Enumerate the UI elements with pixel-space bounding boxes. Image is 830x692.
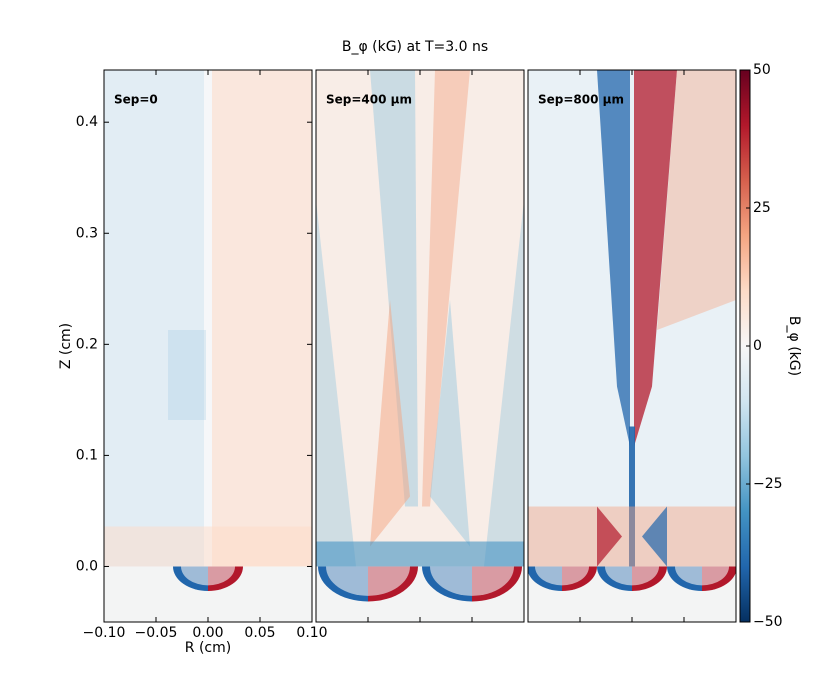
panel (104, 70, 312, 622)
panel-title: Sep=400 μm (326, 93, 412, 107)
target-bump-inner (535, 566, 589, 586)
colorbar-label: B_φ (kG) (786, 316, 802, 376)
colorbar-tick-label: −25 (753, 476, 783, 492)
colorbar-tick-label: 0 (753, 338, 762, 354)
panel (316, 70, 524, 622)
panel (528, 70, 736, 622)
chart-title: B_φ (kG) at T=3.0 ns (342, 39, 488, 55)
field-region (528, 506, 736, 567)
x-axis-label: R (cm) (185, 640, 231, 656)
field-region (657, 70, 736, 330)
panel-title: Sep=800 μm (538, 93, 624, 107)
x-tick-label: 0.10 (296, 625, 327, 641)
field-region (422, 70, 470, 507)
field-region (316, 70, 524, 567)
field-region (597, 70, 630, 447)
field-region (484, 200, 524, 567)
y-tick-label: 0.2 (76, 336, 98, 352)
field-region (104, 526, 312, 567)
field-region (430, 300, 470, 547)
field-region (212, 70, 312, 567)
colorbar-tick-label: 25 (753, 200, 771, 216)
colorbar-tick-label: −50 (753, 614, 783, 630)
y-tick-label: 0.3 (76, 225, 98, 241)
field-region (642, 506, 667, 567)
field-region (528, 70, 736, 567)
target-bump-inner (430, 566, 514, 596)
target-bump-inner (675, 566, 729, 586)
y-tick-label: 0.0 (76, 558, 98, 574)
field-region (370, 300, 410, 547)
target-bump-inner (326, 566, 410, 596)
field-region (168, 330, 206, 420)
x-tick-label: 0.05 (244, 625, 275, 641)
field-region (370, 70, 418, 507)
colorbar-tick-label: 50 (753, 62, 771, 78)
field-region (597, 506, 622, 567)
x-tick-label: −0.10 (83, 625, 126, 641)
x-tick-label: −0.05 (135, 625, 178, 641)
y-tick-label: 0.4 (76, 114, 98, 130)
target-bump-inner (605, 566, 659, 586)
target-bump-inner (181, 566, 235, 586)
field-region (104, 70, 204, 567)
y-axis-label: Z (cm) (58, 323, 74, 369)
field-region (316, 541, 524, 567)
field-region (316, 200, 356, 567)
x-tick-label: 0.00 (192, 625, 223, 641)
field-region (629, 426, 635, 567)
field-background (316, 70, 524, 622)
panel-title: Sep=0 (114, 93, 158, 107)
y-tick-label: 0.1 (76, 447, 98, 463)
field-region (634, 70, 677, 447)
